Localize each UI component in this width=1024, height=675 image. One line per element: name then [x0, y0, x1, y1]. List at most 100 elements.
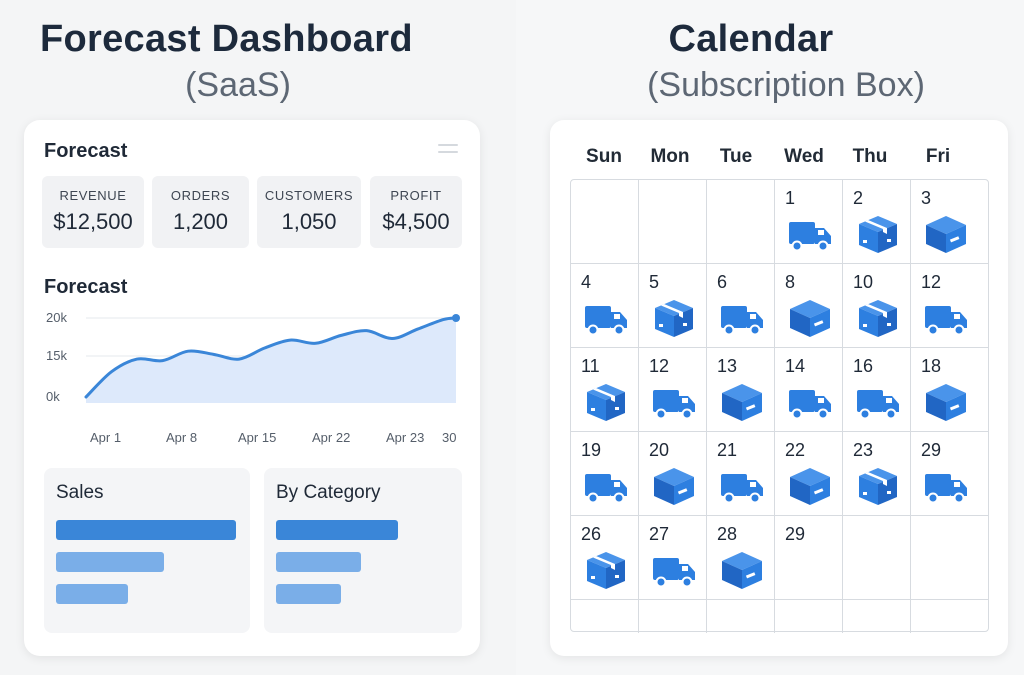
- calendar-day-cell[interactable]: 12: [911, 264, 989, 348]
- calendar-empty-cell: [911, 516, 989, 600]
- calendar-day-cell[interactable]: 23: [843, 432, 911, 516]
- calendar-empty-cell: [911, 600, 989, 633]
- calendar-empty-cell: [775, 600, 843, 633]
- calendar-day-cell[interactable]: 8: [775, 264, 843, 348]
- box-icon: [787, 466, 833, 506]
- bar: [56, 552, 164, 572]
- calendar-day-cell[interactable]: 10: [843, 264, 911, 348]
- day-header-thu: Thu: [852, 146, 888, 167]
- kpi-label: ORDERS: [170, 188, 231, 203]
- kpi-orders: ORDERS 1,200: [152, 176, 249, 248]
- calendar-empty-cell: [639, 600, 707, 633]
- truck-icon: [787, 382, 833, 422]
- dashboard-card: Forecast REVENUE $12,500 ORDERS 1,200 CU…: [24, 120, 480, 656]
- day-number: 16: [853, 356, 874, 376]
- day-number: 27: [649, 524, 670, 544]
- kpi-profit: PROFIT $4,500: [370, 176, 462, 248]
- bar: [276, 552, 361, 572]
- calendar-day-cell[interactable]: 27: [639, 516, 707, 600]
- day-number: 26: [581, 524, 602, 544]
- calendar-empty-cell: [571, 180, 639, 264]
- bar: [276, 584, 341, 604]
- menu-icon[interactable]: [438, 144, 458, 154]
- day-number: 14: [785, 356, 806, 376]
- box-icon: [923, 382, 969, 422]
- calendar-day-cell[interactable]: 26: [571, 516, 639, 600]
- x-tick-label: Apr 15: [238, 430, 276, 445]
- calendar-empty-cell: [707, 600, 775, 633]
- calendar-day-cell[interactable]: 12: [639, 348, 707, 432]
- sales-title: Sales: [56, 482, 104, 503]
- calendar-day-cell[interactable]: 3: [911, 180, 989, 264]
- truck-icon: [923, 466, 969, 506]
- calendar-empty-cell: [843, 600, 911, 633]
- day-header-sun: Sun: [586, 146, 622, 167]
- x-tick-label: Apr 22: [312, 430, 350, 445]
- calendar-day-cell[interactable]: 21: [707, 432, 775, 516]
- calendar-empty-cell: [707, 180, 775, 264]
- y-tick-label: 0k: [46, 389, 60, 404]
- day-header-tue: Tue: [719, 146, 753, 167]
- open-box-icon: [855, 298, 901, 338]
- calendar-title: Calendar: [668, 18, 834, 60]
- calendar-day-cell[interactable]: 29: [911, 432, 989, 516]
- calendar-day-cell[interactable]: 18: [911, 348, 989, 432]
- calendar-day-cell[interactable]: 28: [707, 516, 775, 600]
- calendar-day-cell[interactable]: 6: [707, 264, 775, 348]
- y-tick-label: 20k: [46, 310, 67, 325]
- calendar-empty-cell: [639, 180, 707, 264]
- kpi-label: REVENUE: [59, 188, 127, 203]
- truck-icon: [651, 550, 697, 590]
- day-number: 22: [785, 440, 806, 460]
- day-header-wed: Wed: [784, 146, 824, 167]
- forecast-chart: 0k 15k 20k Apr 1 Apr 8 Apr 15 Apr 22 Apr 23 30: [46, 310, 460, 445]
- day-number: 20: [649, 440, 670, 460]
- calendar-day-cell[interactable]: 14: [775, 348, 843, 432]
- calendar-day-cell[interactable]: 11: [571, 348, 639, 432]
- calendar-day-cell[interactable]: 5: [639, 264, 707, 348]
- dashboard-subtitle: (SaaS): [185, 66, 291, 104]
- calendar-day-cell[interactable]: 20: [639, 432, 707, 516]
- calendar-day-cell[interactable]: 13: [707, 348, 775, 432]
- day-number: 2: [853, 188, 864, 208]
- calendar-day-cell[interactable]: 29: [775, 516, 843, 600]
- dashboard-pane: Forecast Dashboard (SaaS) Forecast REVEN…: [24, 18, 480, 656]
- calendar-day-cell[interactable]: 4: [571, 264, 639, 348]
- calendar-day-cell[interactable]: 2: [843, 180, 911, 264]
- calendar-day-cell[interactable]: 19: [571, 432, 639, 516]
- y-tick-label: 15k: [46, 348, 67, 363]
- day-number: 28: [717, 524, 738, 544]
- kpi-value: 1,050: [281, 209, 337, 234]
- day-number: 18: [921, 356, 942, 376]
- calendar-day-cell[interactable]: 22: [775, 432, 843, 516]
- truck-icon: [583, 466, 629, 506]
- x-tick-label: 30: [442, 430, 456, 445]
- open-box-icon: [855, 466, 901, 506]
- day-number: 19: [581, 440, 602, 460]
- truck-icon: [719, 466, 765, 506]
- truck-icon: [855, 382, 901, 422]
- calendar-day-cell[interactable]: 16: [843, 348, 911, 432]
- x-tick-label: Apr 8: [166, 430, 197, 445]
- day-number: 3: [921, 188, 932, 208]
- open-box-icon: [583, 382, 629, 422]
- truck-icon: [787, 214, 833, 254]
- bar: [56, 584, 128, 604]
- calendar-day-cell[interactable]: 1: [775, 180, 843, 264]
- forecast-line: [84, 316, 458, 399]
- forecast-area: [86, 318, 456, 403]
- forecast-end-point: [452, 314, 460, 322]
- kpi-value: $4,500: [382, 209, 450, 234]
- day-number: 5: [649, 272, 660, 292]
- kpi-customers: CUSTOMERS 1,050: [257, 176, 361, 248]
- dashboard-heading: Forecast: [44, 140, 128, 162]
- truck-icon: [651, 382, 697, 422]
- day-number: 12: [921, 272, 942, 292]
- open-box-icon: [583, 550, 629, 590]
- day-number: 10: [853, 272, 874, 292]
- day-number: 13: [717, 356, 738, 376]
- day-number: 29: [785, 524, 806, 544]
- day-number: 1: [785, 188, 796, 208]
- dashboard-title: Forecast Dashboard: [40, 18, 413, 60]
- open-box-icon: [651, 298, 697, 338]
